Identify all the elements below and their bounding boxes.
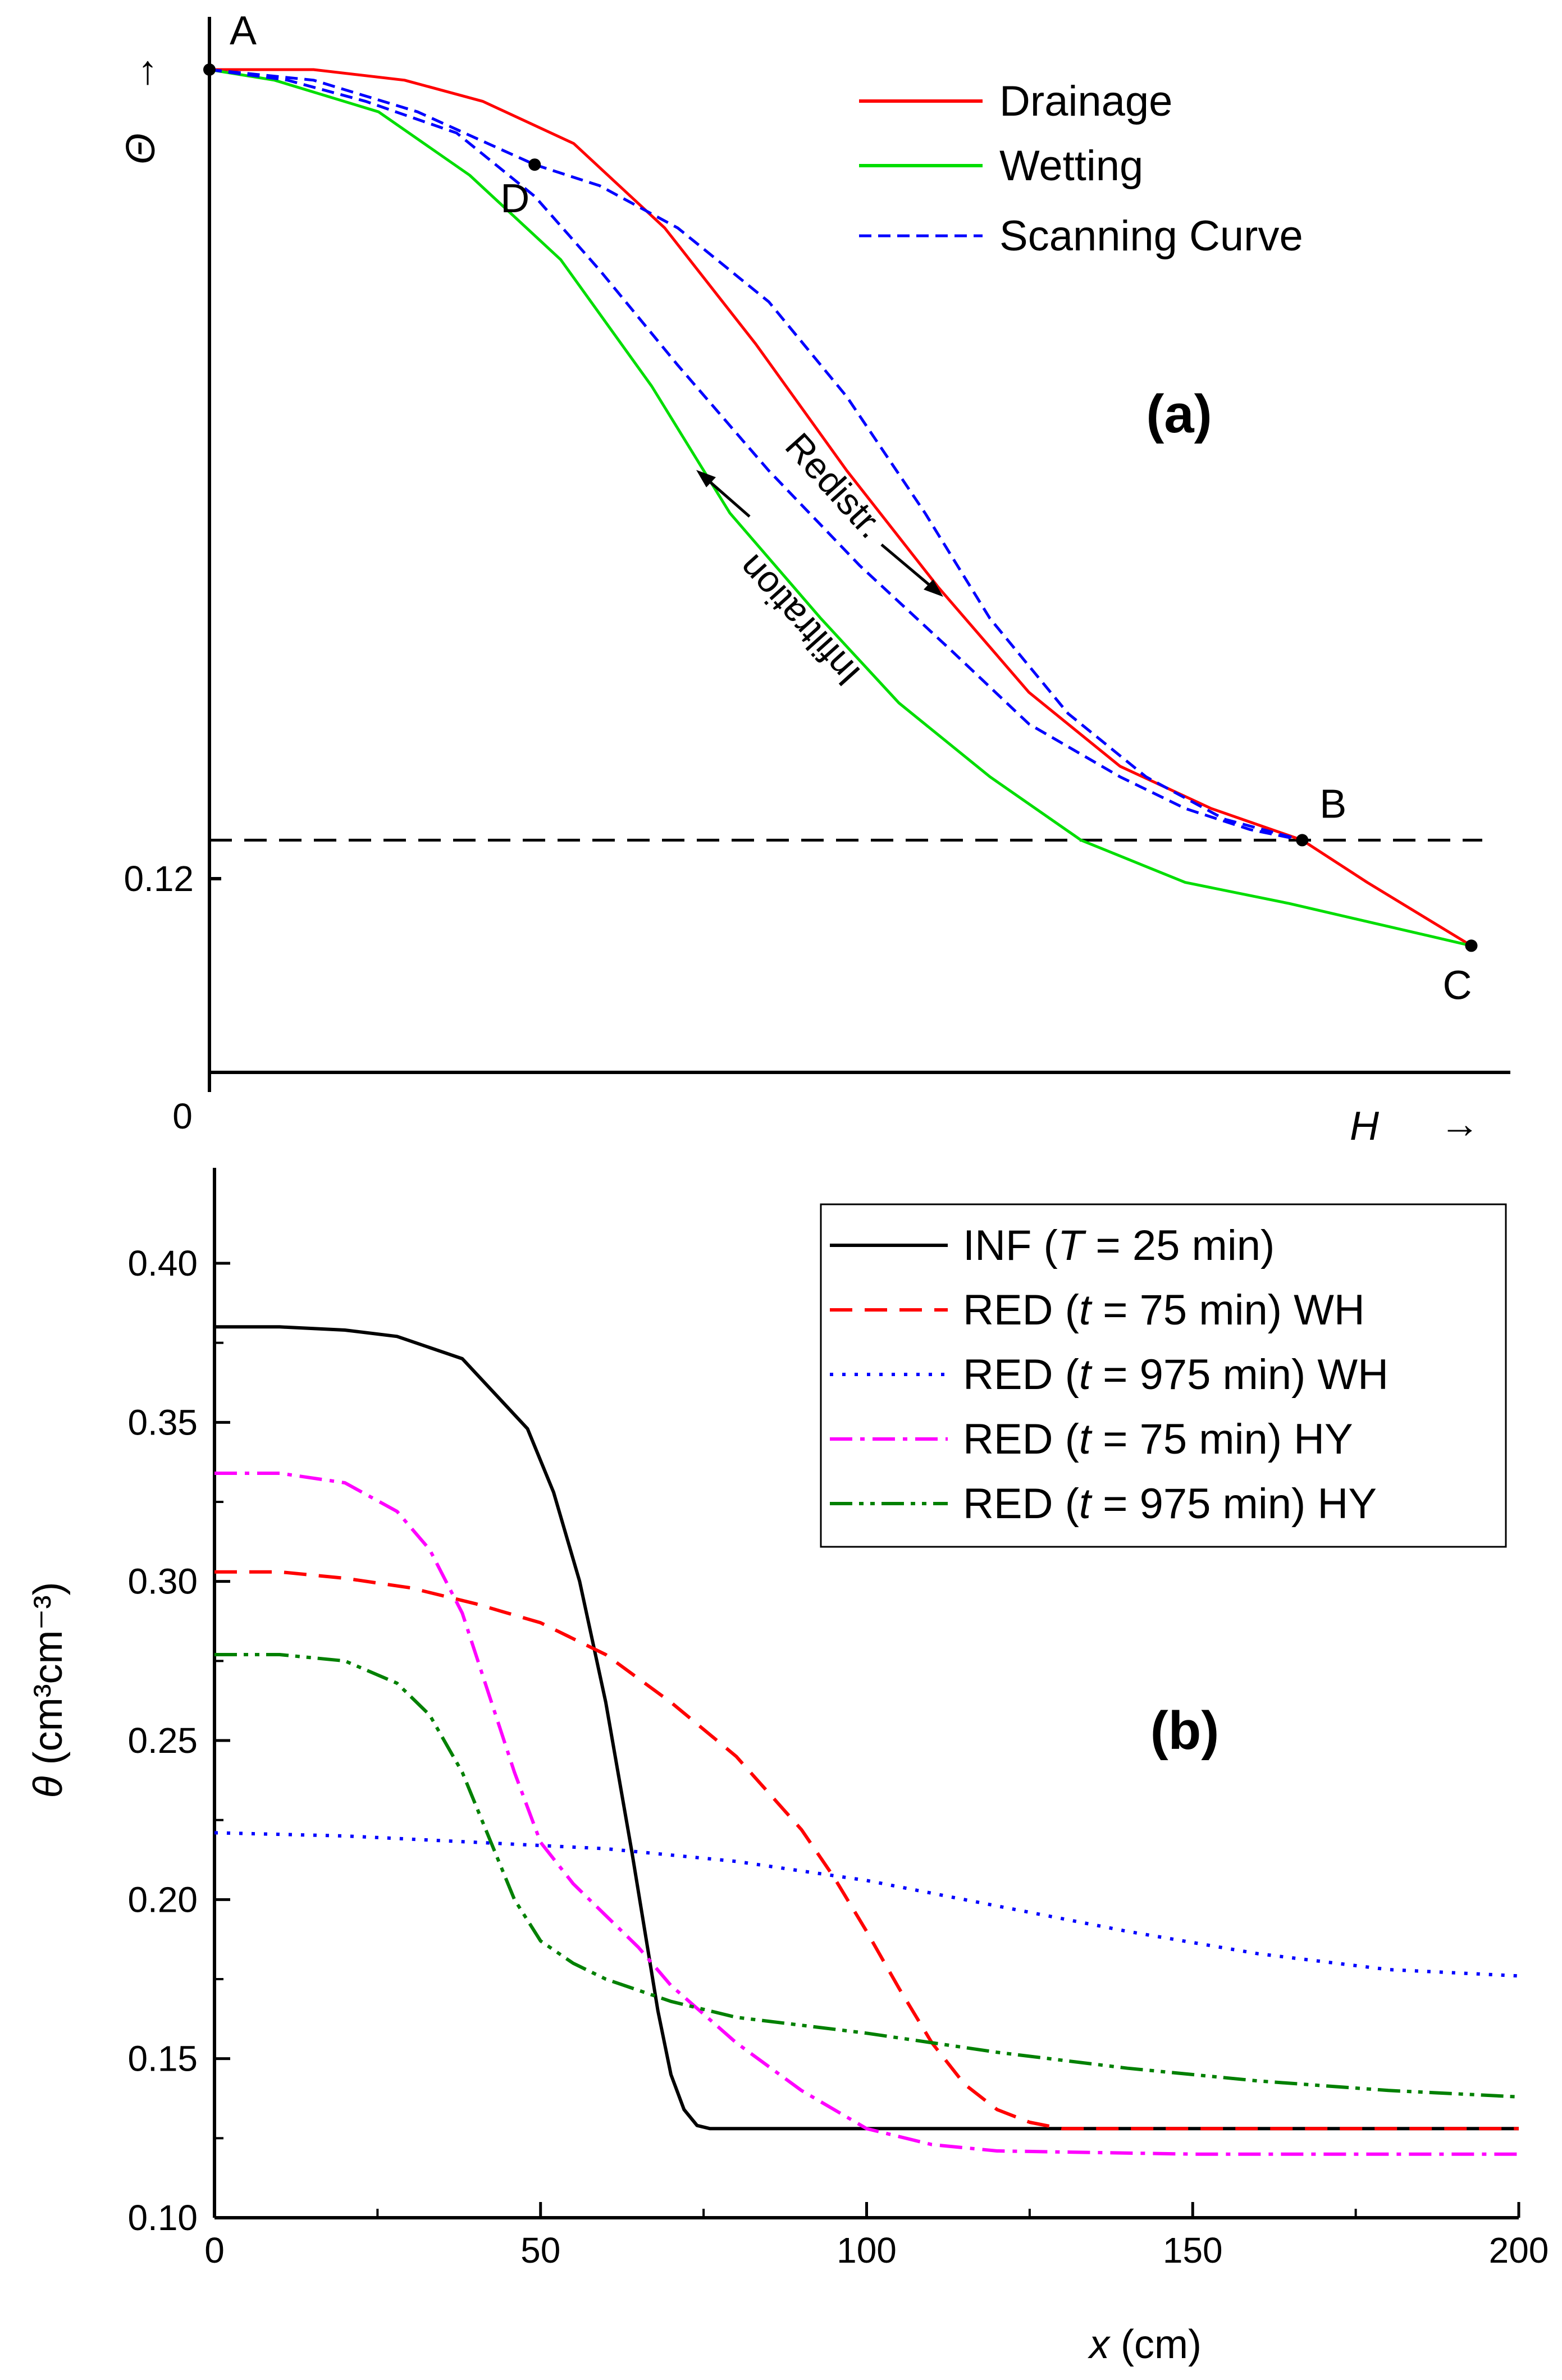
panel-b-legend: INF (T = 25 min) RED (t = 75 min) WH RED…	[820, 1203, 1507, 1548]
x-tick-label: 50	[520, 2230, 560, 2271]
panel-b-legend-frame	[820, 1203, 1507, 1548]
legend-a-scanning-label: Scanning Curve	[999, 212, 1303, 260]
panel-a-points-group: A D B C	[203, 8, 1478, 1008]
panel-b-label: (b)	[1150, 1701, 1220, 1761]
panel-a-y-axis-title: Θ	[118, 133, 163, 165]
legend-b-red75hy-label: RED (t = 75 min) HY	[963, 1415, 1353, 1463]
legend-a-drainage-label: Drainage	[999, 77, 1172, 125]
legend-b-inf-label: INF (T = 25 min)	[963, 1222, 1275, 1269]
panel-a-series-3	[534, 163, 1303, 842]
infiltration-arrow	[696, 470, 751, 518]
panel-a-series-4	[209, 68, 536, 166]
point-b-label: B	[1319, 782, 1346, 826]
point-d-label: D	[500, 176, 529, 221]
y-tick-label: 0.30	[127, 1561, 198, 1602]
legend-b-red975wh-label: RED (t = 975 min) WH	[963, 1351, 1389, 1399]
panel-b-x-ticks: 0 50 100 150 200	[204, 2202, 1549, 2271]
panel-b-x-axis-unit: (cm)	[1109, 2322, 1202, 2367]
panel-a-label: (a)	[1146, 384, 1212, 444]
panel-a-series-0	[209, 68, 1472, 947]
panel-a-x-axis-arrow: →	[1440, 1102, 1480, 1146]
point-b-marker	[1296, 834, 1309, 847]
point-a-label: A	[230, 8, 257, 53]
legend-b-red975hy-label: RED (t = 975 min) HY	[963, 1480, 1377, 1528]
panel-b-y-axis-var: θ	[26, 1776, 71, 1798]
point-d-marker	[528, 158, 541, 171]
panel-b-series-4	[214, 1653, 1519, 2099]
panel-a-series-1	[209, 68, 1472, 947]
y-tick-label: 0.15	[127, 2039, 198, 2079]
panel-a-series-group	[209, 68, 1472, 947]
panel-b-y-axis-title: θ (cm³cm⁻³)	[26, 1582, 71, 1798]
y-tick-label: 0.40	[127, 1243, 198, 1283]
panel-b: 0.10 0.15 0.20 0.25 0.30 0.35 0.40 0 50 100 150 20…	[26, 1168, 1549, 2367]
panel-b-series-0	[214, 1325, 1519, 2131]
panel-b-y-axis-unit: (cm³cm⁻³)	[26, 1582, 71, 1776]
point-a-marker	[203, 63, 216, 76]
point-c-label: C	[1442, 963, 1472, 1008]
x-tick-label: 150	[1163, 2230, 1223, 2271]
point-c-marker	[1465, 939, 1478, 952]
panel-b-x-axis-title: x (cm)	[1088, 2322, 1202, 2367]
x-tick-label: 100	[837, 2230, 897, 2271]
y-tick-label: 0.20	[127, 1879, 198, 1920]
y-tick-label: 0.10	[127, 2198, 198, 2238]
y-tick-label: 0.25	[127, 1720, 198, 1761]
panel-b-series-group	[214, 1325, 1519, 2156]
legend-b-red75wh-label: RED (t = 75 min) WH	[963, 1286, 1365, 1334]
panel-a-x-axis-title: H	[1350, 1104, 1380, 1149]
panel-a-origin-label: 0	[172, 1096, 193, 1136]
x-tick-label: 200	[1489, 2230, 1549, 2271]
x-tick-label: 0	[204, 2230, 225, 2271]
panel-a-series-2	[209, 68, 1303, 842]
panel-b-x-axis-var: x	[1088, 2322, 1111, 2367]
panel-b-y-ticks: 0.10 0.15 0.20 0.25 0.30 0.35 0.40	[127, 1243, 230, 2238]
panel-a-ref-value-label: 0.12	[124, 858, 194, 899]
y-tick-label: 0.35	[127, 1402, 198, 1442]
redistr-arrow	[880, 543, 943, 597]
panel-a-legend: Drainage Wetting Scanning Curve	[859, 77, 1303, 260]
panel-b-series-1	[214, 1570, 1519, 2131]
legend-a-wetting-label: Wetting	[999, 142, 1143, 190]
panel-a-y-axis-arrow: →	[118, 53, 163, 93]
panel-b-series-3	[214, 1472, 1519, 2156]
